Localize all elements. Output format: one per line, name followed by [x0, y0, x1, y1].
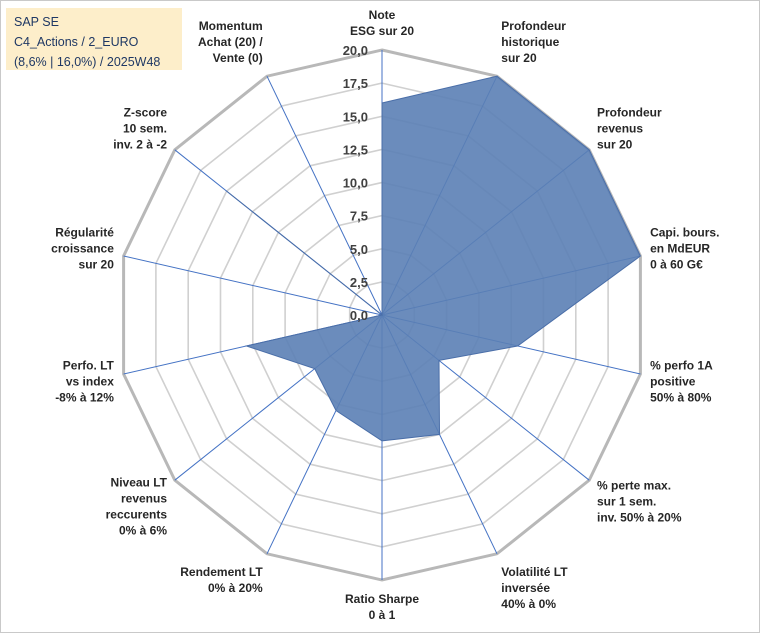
- axis-label-line: Z-score: [124, 106, 168, 120]
- axis-label-line: Niveau LT: [111, 475, 168, 489]
- radial-tick-label: 17,5: [343, 76, 368, 91]
- axis-label-line: inversée: [501, 581, 550, 595]
- axis-label-line: revenus: [121, 491, 167, 505]
- axis-label-line: 0% à 20%: [208, 581, 263, 595]
- axis-label-line: Rendement LT: [180, 565, 263, 579]
- axis-label: Note ESG sur 20: [350, 8, 414, 38]
- axis-label: Profondeur historique sur 20: [501, 19, 566, 65]
- axis-spoke: [123, 255, 383, 316]
- radial-tick-label: 5,0: [350, 242, 368, 257]
- axis-label: Régularité croissance sur 20: [51, 226, 114, 272]
- axis-label-line: % perte max.: [597, 478, 671, 492]
- axis-label-line: Capi. bours.: [650, 226, 719, 240]
- axis-label-line: croissance: [51, 242, 114, 256]
- axis-label-line: 10 sem.: [123, 122, 167, 136]
- radial-tick-label: 12,5: [343, 142, 368, 157]
- radial-tick-label: 10,0: [343, 176, 368, 191]
- axis-label-line: 0% à 6%: [119, 523, 167, 537]
- radial-tick-label: 20,0: [343, 43, 368, 58]
- axis-label: % perfo 1A positive 50% à 80%: [650, 359, 713, 405]
- axis-spoke: [266, 75, 383, 316]
- portfolio-category: C4_Actions / 2_EURO: [14, 35, 139, 49]
- axis-label-line: Note: [369, 8, 396, 22]
- axis-label-line: -8% à 12%: [55, 391, 114, 405]
- axis-label: Momentum Achat (20) / Vente (0): [198, 19, 263, 65]
- axis-label-line: revenus: [597, 122, 643, 136]
- axis-label-line: Régularité: [55, 226, 114, 240]
- radial-tick-label: 15,0: [343, 109, 368, 124]
- axis-label-line: inv. 2 à -2: [113, 138, 167, 152]
- axis-label-line: historique: [501, 35, 559, 49]
- axis-label-line: ESG sur 20: [350, 24, 414, 38]
- axis-label-line: sur 20: [79, 258, 115, 272]
- series-area: [226, 75, 642, 442]
- axis-label-line: 0 à 1: [369, 608, 396, 622]
- axis-label-line: Momentum: [199, 19, 263, 33]
- radial-tick-labels: 0,0 2,5 5,0 7,5 10,0 12,5 15,0 17,5 20,0: [343, 43, 368, 323]
- axis-label: Rendement LT 0% à 20%: [180, 565, 263, 595]
- radial-tick-label: 2,5: [350, 275, 368, 290]
- axis-label-line: 50% à 80%: [650, 391, 712, 405]
- axis-label-line: en MdEUR: [650, 242, 710, 256]
- stock-name: SAP SE: [14, 15, 59, 29]
- axis-label-line: inv. 50% à 20%: [597, 510, 682, 524]
- radar-series: [226, 75, 642, 442]
- axis-label: Capi. bours. en MdEUR 0 à 60 G€: [650, 226, 719, 272]
- axis-label-line: Ratio Sharpe: [345, 592, 419, 606]
- radial-tick-label: 0,0: [350, 308, 368, 323]
- axis-label-line: sur 20: [501, 51, 537, 65]
- radial-tick-label: 7,5: [350, 209, 368, 224]
- axis-label: Perfo. LT vs index -8% à 12%: [55, 359, 114, 405]
- axis-label: Profondeur revenus sur 20: [597, 106, 662, 152]
- axis-label-line: sur 20: [597, 138, 633, 152]
- axis-label: % perte max. sur 1 sem. inv. 50% à 20%: [597, 478, 682, 524]
- axis-label-line: Vente (0): [213, 51, 263, 65]
- axis-label: Volatilité LT inversée 40% à 0%: [501, 565, 568, 611]
- axis-label: Ratio Sharpe 0 à 1: [345, 592, 419, 622]
- axis-label-line: Profondeur: [501, 19, 566, 33]
- performance-summary: (8,6% | 16,0%) / 2025W48: [14, 55, 161, 69]
- axis-label: Z-score 10 sem. inv. 2 à -2: [113, 106, 167, 152]
- axis-label-line: positive: [650, 375, 696, 389]
- axis-label-line: sur 1 sem.: [597, 494, 656, 508]
- axis-label-line: Perfo. LT: [63, 359, 115, 373]
- axis-label-line: Achat (20) /: [198, 35, 263, 49]
- axis-label: Niveau LT revenus reccurents 0% à 6%: [106, 475, 168, 537]
- stock-info-box: SAP SE C4_Actions / 2_EURO (8,6% | 16,0%…: [6, 8, 182, 70]
- axis-label-line: Profondeur: [597, 106, 662, 120]
- axis-label-line: Volatilité LT: [501, 565, 568, 579]
- axis-label-line: vs index: [66, 375, 114, 389]
- axis-label-line: 40% à 0%: [501, 597, 556, 611]
- axis-label-line: 0 à 60 G€: [650, 258, 703, 272]
- radar-axis-labels: Note ESG sur 20 Profondeur historique sur 20…: [51, 8, 719, 622]
- axis-label-line: % perfo 1A: [650, 359, 713, 373]
- axis-label-line: reccurents: [106, 507, 168, 521]
